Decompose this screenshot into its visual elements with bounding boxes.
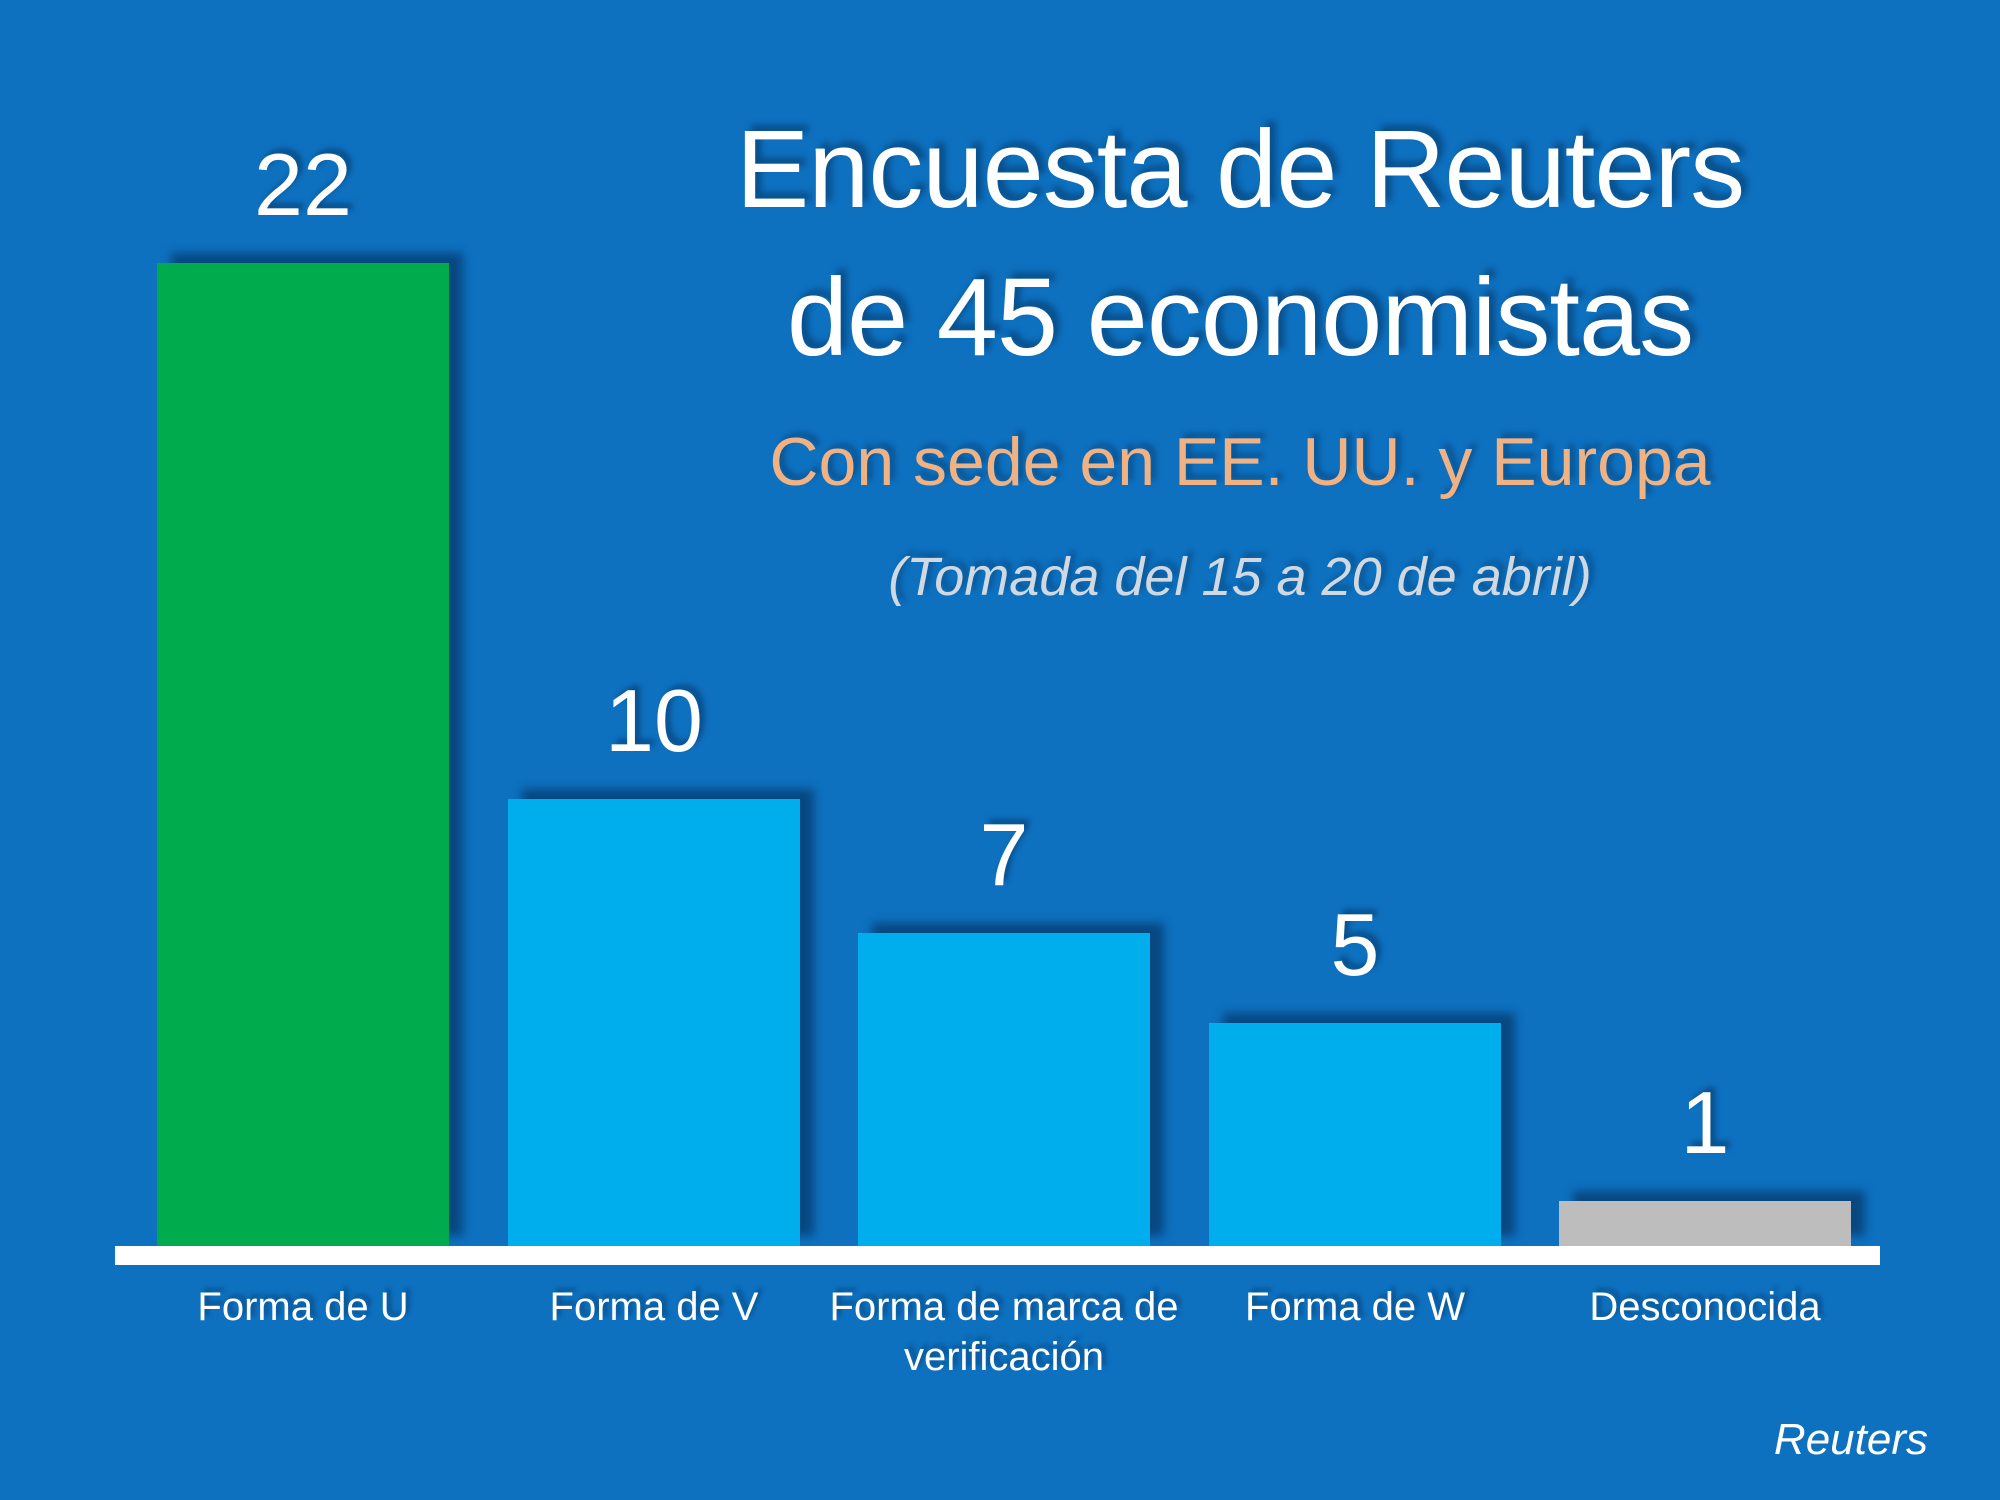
bar-category-label: Forma de U — [197, 1285, 409, 1329]
bar-2 — [508, 799, 800, 1246]
bar-category-label: Forma de V — [549, 1285, 759, 1329]
x-axis-line — [115, 1246, 1880, 1265]
bar-1 — [157, 263, 449, 1246]
bar-5 — [1559, 1201, 1851, 1246]
title-block: Encuesta de Reuters de 45 economistas Co… — [480, 96, 2000, 610]
bar-value-label: 22 — [254, 135, 352, 234]
chart-date-note: (Tomada del 15 a 20 de abril) — [888, 547, 1592, 607]
bar-value-label: 5 — [1330, 895, 1380, 994]
bar-value-label: 7 — [979, 805, 1029, 904]
reuters-credit: Reuters — [1773, 1415, 1928, 1464]
chart-title-line2: de 45 economistas — [786, 256, 1694, 379]
bar-category-label: Forma de W — [1244, 1285, 1466, 1329]
bar-category-label: Desconocida — [1589, 1285, 1821, 1329]
chart-subtitle: Con sede en EE. UU. y Europa — [769, 424, 1711, 500]
chart-title-line1: Encuesta de Reuters — [735, 108, 1745, 231]
bar-4 — [1209, 1023, 1501, 1246]
bar-value-label: 1 — [1680, 1073, 1730, 1172]
bar-category-label: Forma de marca de verificación — [829, 1285, 1179, 1379]
bar-value-label: 10 — [605, 671, 703, 770]
bar-3 — [858, 933, 1150, 1246]
